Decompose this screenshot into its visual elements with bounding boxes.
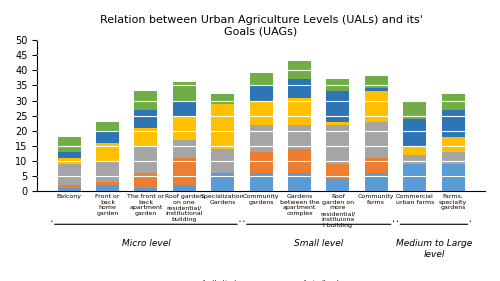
Bar <box>173 158 196 185</box>
Bar <box>134 146 158 173</box>
Bar <box>134 188 158 191</box>
Bar <box>288 98 311 125</box>
Bar <box>134 173 158 188</box>
Bar <box>96 122 119 131</box>
Bar <box>250 101 272 125</box>
Bar <box>250 173 272 191</box>
Title: Relation between Urban Agriculture Levels (UALs) and its'
Goals (UAGs): Relation between Urban Agriculture Level… <box>100 15 422 37</box>
Bar <box>365 158 388 173</box>
Bar <box>442 137 464 152</box>
Bar <box>442 94 464 110</box>
Bar <box>403 146 426 155</box>
Bar <box>173 115 196 140</box>
Text: Medium to Large
level: Medium to Large level <box>396 239 472 259</box>
Bar <box>173 140 196 158</box>
Legend: Economic goal, Social goal, Aesthetical
goal, Human goal, Agricultural
Developme: Economic goal, Social goal, Aesthetical … <box>84 277 438 281</box>
Bar <box>134 128 158 146</box>
Bar <box>288 80 311 98</box>
Bar <box>326 164 349 179</box>
Bar <box>58 158 80 164</box>
Bar <box>288 173 311 191</box>
Bar <box>365 122 388 158</box>
Bar <box>326 80 349 92</box>
Bar <box>96 185 119 191</box>
Bar <box>58 164 80 185</box>
Bar <box>326 125 349 164</box>
Bar <box>96 161 119 182</box>
Bar <box>442 164 464 191</box>
Bar <box>250 152 272 173</box>
Bar <box>173 185 196 191</box>
Text: Micro level: Micro level <box>122 239 170 248</box>
Bar <box>403 119 426 146</box>
Bar <box>58 152 80 158</box>
Bar <box>365 76 388 89</box>
Bar <box>365 92 388 122</box>
Bar <box>96 182 119 185</box>
Bar <box>134 92 158 110</box>
Bar <box>211 173 234 191</box>
Bar <box>58 137 80 152</box>
Bar <box>58 188 80 191</box>
Text: Small level: Small level <box>294 239 344 248</box>
Bar <box>442 152 464 164</box>
Bar <box>211 149 234 173</box>
Bar <box>96 131 119 143</box>
Bar <box>403 101 426 119</box>
Bar <box>365 173 388 191</box>
Bar <box>211 103 234 149</box>
Bar <box>96 143 119 161</box>
Bar <box>288 61 311 80</box>
Bar <box>250 85 272 101</box>
Bar <box>403 164 426 191</box>
Bar <box>326 179 349 191</box>
Bar <box>326 92 349 122</box>
Bar <box>288 125 311 149</box>
Bar <box>326 122 349 125</box>
Bar <box>288 149 311 173</box>
Bar <box>250 73 272 85</box>
Bar <box>211 94 234 103</box>
Bar <box>173 82 196 101</box>
Bar <box>250 125 272 152</box>
Bar <box>442 110 464 137</box>
Bar <box>58 185 80 188</box>
Bar <box>403 155 426 164</box>
Bar <box>134 110 158 128</box>
Bar <box>173 101 196 115</box>
Bar <box>365 89 388 92</box>
